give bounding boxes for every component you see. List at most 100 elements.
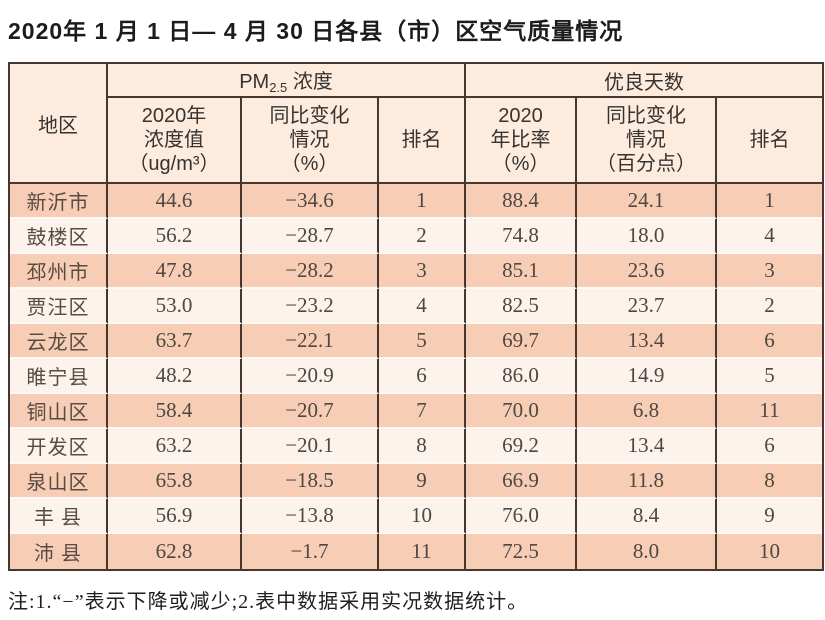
- good-days-rank-cell: 2: [717, 289, 823, 324]
- table-row: 贾汪区 53.0 −23.2 4 82.5 23.7 2: [10, 289, 823, 324]
- good-days-change-cell: 14.9: [577, 359, 718, 394]
- pm-value-cell: 65.8: [108, 464, 242, 499]
- good-days-ratio-cell: 82.5: [466, 289, 578, 324]
- pm-rank-cell: 11: [379, 534, 467, 569]
- pm-rank-cell: 8: [379, 429, 467, 464]
- pm-rank-cell: 1: [379, 184, 467, 219]
- pm-value-cell: 56.9: [108, 499, 242, 534]
- good-days-change-cell: 13.4: [577, 429, 718, 464]
- table-row: 铜山区 58.4 −20.7 7 70.0 6.8 11: [10, 394, 823, 429]
- pm-rank-cell: 3: [379, 254, 467, 289]
- column-header-region: 地区: [10, 64, 108, 184]
- pm-change-cell: −1.7: [242, 534, 379, 569]
- good-days-ratio-cell: 74.8: [466, 219, 578, 254]
- pm-value-cell: 48.2: [108, 359, 242, 394]
- table-row: 新沂市 44.6 −34.6 1 88.4 24.1 1: [10, 184, 823, 219]
- table-row: 开发区 63.2 −20.1 8 69.2 13.4 6: [10, 429, 823, 464]
- table-row: 沛 县 62.8 −1.7 11 72.5 8.0 10: [10, 534, 823, 569]
- pm-value-cell: 53.0: [108, 289, 242, 324]
- region-cell: 开发区: [10, 429, 108, 464]
- good-days-change-cell: 18.0: [577, 219, 718, 254]
- good-days-rank-cell: 11: [717, 394, 823, 429]
- good-days-ratio-cell: 86.0: [466, 359, 578, 394]
- pm-change-cell: −20.7: [242, 394, 379, 429]
- good-days-change-cell: 8.4: [577, 499, 718, 534]
- region-cell: 邳州市: [10, 254, 108, 289]
- good-days-ratio-cell: 70.0: [466, 394, 578, 429]
- column-header-pm-value: 2020年 浓度值 （ug/m³）: [108, 98, 242, 184]
- good-days-rank-cell: 9: [717, 499, 823, 534]
- good-days-ratio-cell: 88.4: [466, 184, 578, 219]
- region-cell: 鼓楼区: [10, 219, 108, 254]
- pm-value-cell: 47.8: [108, 254, 242, 289]
- column-header-good-rank: 排名: [717, 98, 823, 184]
- pm-value-cell: 44.6: [108, 184, 242, 219]
- table-row: 泉山区 65.8 −18.5 9 66.9 11.8 8: [10, 464, 823, 499]
- column-header-good-change: 同比变化 情况 （百分点）: [577, 98, 718, 184]
- column-group-pm25: PM2.5 浓度: [108, 64, 467, 98]
- region-cell: 沛 县: [10, 534, 108, 569]
- pm-change-cell: −28.7: [242, 219, 379, 254]
- pm-rank-cell: 10: [379, 499, 467, 534]
- good-days-ratio-cell: 66.9: [466, 464, 578, 499]
- table-row: 邳州市 47.8 −28.2 3 85.1 23.6 3: [10, 254, 823, 289]
- table-header: 地区 PM2.5 浓度 优良天数 2020年 浓度值 （ug/m³） 同比变化 …: [10, 64, 823, 184]
- pm-change-cell: −28.2: [242, 254, 379, 289]
- good-days-change-cell: 11.8: [577, 464, 718, 499]
- good-days-rank-cell: 1: [717, 184, 823, 219]
- good-days-change-cell: 13.4: [577, 324, 718, 359]
- good-days-change-cell: 8.0: [577, 534, 718, 569]
- pm25-label-subscript: 2.5: [269, 80, 288, 95]
- pm-rank-cell: 6: [379, 359, 467, 394]
- good-days-rank-cell: 6: [717, 324, 823, 359]
- region-cell: 云龙区: [10, 324, 108, 359]
- column-group-good-days: 优良天数: [466, 64, 823, 98]
- region-cell: 丰 县: [10, 499, 108, 534]
- good-days-ratio-cell: 69.7: [466, 324, 578, 359]
- pm-value-cell: 63.2: [108, 429, 242, 464]
- pm-rank-cell: 7: [379, 394, 467, 429]
- pm-change-cell: −13.8: [242, 499, 379, 534]
- table-body: 新沂市 44.6 −34.6 1 88.4 24.1 1 鼓楼区 56.2 −2…: [10, 184, 823, 569]
- pm-value-cell: 62.8: [108, 534, 242, 569]
- good-days-change-cell: 24.1: [577, 184, 718, 219]
- region-cell: 泉山区: [10, 464, 108, 499]
- column-header-pm-rank: 排名: [379, 98, 467, 184]
- column-header-good-ratio: 2020 年比率 （%）: [466, 98, 578, 184]
- good-days-change-cell: 23.6: [577, 254, 718, 289]
- good-days-ratio-cell: 85.1: [466, 254, 578, 289]
- pm-change-cell: −20.9: [242, 359, 379, 394]
- pm-rank-cell: 4: [379, 289, 467, 324]
- pm-rank-cell: 9: [379, 464, 467, 499]
- good-days-change-cell: 23.7: [577, 289, 718, 324]
- pm-change-cell: −23.2: [242, 289, 379, 324]
- region-cell: 铜山区: [10, 394, 108, 429]
- pm-rank-cell: 2: [379, 219, 467, 254]
- table-row: 睢宁县 48.2 −20.9 6 86.0 14.9 5: [10, 359, 823, 394]
- header-sub-row: 2020年 浓度值 （ug/m³） 同比变化 情况 （%） 排名 2020 年比…: [10, 98, 823, 184]
- table-row: 鼓楼区 56.2 −28.7 2 74.8 18.0 4: [10, 219, 823, 254]
- good-days-ratio-cell: 76.0: [466, 499, 578, 534]
- good-days-ratio-cell: 72.5: [466, 534, 578, 569]
- pm-value-cell: 56.2: [108, 219, 242, 254]
- pm-value-cell: 58.4: [108, 394, 242, 429]
- table-row: 丰 县 56.9 −13.8 10 76.0 8.4 9: [10, 499, 823, 534]
- table-row: 云龙区 63.7 −22.1 5 69.7 13.4 6: [10, 324, 823, 359]
- good-days-ratio-cell: 69.2: [466, 429, 578, 464]
- header-group-row: 地区 PM2.5 浓度 优良天数: [10, 64, 823, 184]
- pm-rank-cell: 5: [379, 324, 467, 359]
- good-days-rank-cell: 5: [717, 359, 823, 394]
- pm25-label-rest: 浓度: [287, 71, 333, 93]
- region-cell: 贾汪区: [10, 289, 108, 324]
- pm-change-cell: −18.5: [242, 464, 379, 499]
- good-days-rank-cell: 3: [717, 254, 823, 289]
- page-title: 2020年 1 月 1 日— 4 月 30 日各县（市）区空气质量情况: [8, 18, 624, 44]
- good-days-rank-cell: 6: [717, 429, 823, 464]
- region-cell: 睢宁县: [10, 359, 108, 394]
- pm-change-cell: −20.1: [242, 429, 379, 464]
- pm-value-cell: 63.7: [108, 324, 242, 359]
- good-days-rank-cell: 10: [717, 534, 823, 569]
- region-cell: 新沂市: [10, 184, 108, 219]
- air-quality-table: 地区 PM2.5 浓度 优良天数 2020年 浓度值 （ug/m³） 同比变化 …: [8, 62, 825, 571]
- good-days-rank-cell: 8: [717, 464, 823, 499]
